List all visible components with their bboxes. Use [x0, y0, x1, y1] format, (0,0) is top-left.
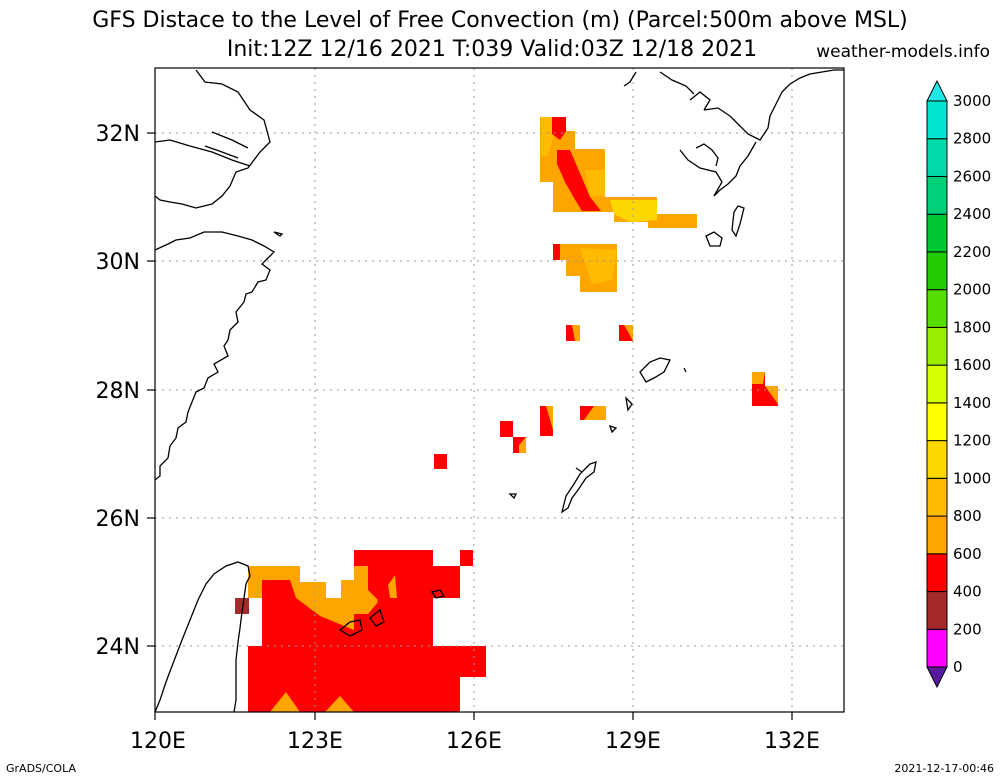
- colorbar-label: 2200: [953, 243, 991, 261]
- colorbar-segment: [926, 251, 948, 291]
- colorbar-max-arrow: [926, 79, 948, 102]
- field-patch: [572, 325, 580, 341]
- coastlines: [154, 69, 844, 713]
- field-patch: [354, 566, 378, 614]
- colorbar-segment: [926, 138, 948, 177]
- colorbar-label: 200: [953, 620, 982, 638]
- lon-label: 132E: [764, 729, 820, 754]
- colorbar-segment: [926, 402, 948, 442]
- lon-label: 123E: [287, 729, 343, 754]
- map-subtitle: Init:12Z 12/16 2021 T:039 Valid:03Z 12/1…: [226, 37, 758, 62]
- tanegashima: [705, 205, 745, 247]
- field-patch: [270, 692, 300, 712]
- field-patch: [519, 437, 526, 453]
- amami-island: [639, 357, 687, 383]
- field-patch: [341, 600, 354, 614]
- footer-software: GrADS/COLA: [6, 762, 76, 775]
- colorbar-label: 1800: [953, 318, 991, 336]
- credit-text: weather-models.info: [816, 42, 990, 62]
- colorbar: 0 200 400 600 800 1000 1200 1400 1600 1800 2000 220…: [926, 79, 991, 689]
- field-patch: [546, 406, 553, 430]
- field-patch: [388, 575, 397, 598]
- colorbar-segment: [926, 364, 948, 404]
- colorbar-segment: [926, 553, 948, 593]
- colorbar-segment: [926, 289, 948, 328]
- field-patch: [610, 200, 657, 222]
- colorbar-label: 1200: [953, 432, 991, 450]
- field-patch: [262, 566, 354, 630]
- colorbar-segment: [926, 591, 948, 630]
- field-patch: [557, 150, 601, 211]
- field-cell: [434, 454, 447, 469]
- lon-label: 120E: [130, 729, 186, 754]
- lon-label: 126E: [446, 729, 502, 754]
- colorbar-segment: [926, 326, 948, 366]
- field-cell: [460, 550, 473, 566]
- colorbar-segment: [926, 213, 948, 253]
- jeju-area: [273, 231, 284, 237]
- colorbar-label: 1400: [953, 394, 991, 412]
- footer-timestamp: 2021-12-17-00:46: [894, 762, 994, 775]
- field-patch: [585, 170, 605, 196]
- colorbar-label: 1000: [953, 469, 991, 487]
- field-patch: [541, 117, 554, 156]
- kyushu-west: [623, 71, 723, 197]
- convection-field: [235, 117, 778, 712]
- colorbar-segment: [926, 477, 948, 517]
- colorbar-label: 3000: [953, 92, 991, 110]
- field-patch: [553, 244, 560, 260]
- field-patch: [325, 696, 354, 712]
- colorbar-label: 2600: [953, 167, 991, 185]
- colorbar-label: 2800: [953, 130, 991, 148]
- field-patch: [752, 372, 765, 384]
- colorbar-segment: [926, 175, 948, 215]
- colorbar-label: 2400: [953, 205, 991, 223]
- china-coast-south: [154, 231, 276, 481]
- tick-marks: [147, 132, 793, 720]
- taiwan-coast: [154, 561, 251, 713]
- miyako-island: [338, 589, 446, 637]
- colorbar-min-arrow: [926, 666, 948, 689]
- colorbar-label: 600: [953, 545, 982, 563]
- lat-label: 32N: [96, 122, 140, 147]
- colorbar-segment: [926, 100, 948, 140]
- lat-label: 26N: [96, 507, 140, 532]
- china-coast: [154, 69, 271, 209]
- colorbar-label: 800: [953, 507, 982, 525]
- field-cell: [235, 598, 249, 614]
- field-patch: [624, 325, 633, 341]
- kyushu-coast: [689, 69, 844, 197]
- colorbar-label: 2000: [953, 281, 991, 299]
- field-patch: [765, 386, 778, 404]
- colorbar-label: 1600: [953, 356, 991, 374]
- grid-lines: [155, 68, 844, 712]
- colorbar-label: 0: [953, 658, 963, 676]
- lat-labels: 32N 30N 28N 26N 24N: [96, 122, 140, 660]
- lon-label: 129E: [605, 729, 661, 754]
- field-patch: [580, 248, 617, 284]
- field-patch: [584, 406, 606, 420]
- lat-label: 28N: [96, 379, 140, 404]
- lon-labels: 120E 123E 126E 129E 132E: [130, 729, 820, 754]
- colorbar-segment: [926, 515, 948, 555]
- map-title: GFS Distace to the Level of Free Convect…: [92, 8, 908, 33]
- ryukyu-small: [575, 396, 633, 473]
- colorbar-segment: [926, 440, 948, 479]
- yangtze-estuary: [154, 131, 251, 167]
- colorbar-segment: [926, 628, 948, 668]
- field-patch: [552, 117, 566, 140]
- lat-label: 30N: [96, 250, 140, 275]
- lat-label: 24N: [96, 635, 140, 660]
- colorbar-label: 400: [953, 583, 982, 601]
- okinawa-island: [508, 461, 597, 514]
- field-cell: [500, 421, 513, 437]
